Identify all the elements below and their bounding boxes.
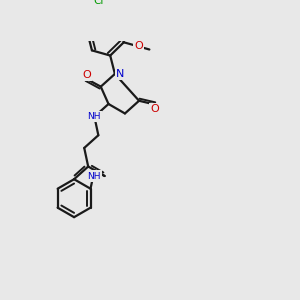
Text: O: O xyxy=(134,41,143,51)
Text: O: O xyxy=(82,70,91,80)
Text: NH: NH xyxy=(87,112,100,121)
Text: O: O xyxy=(150,104,159,114)
Text: NH: NH xyxy=(87,172,100,181)
Text: N: N xyxy=(116,69,124,79)
Text: Cl: Cl xyxy=(93,0,104,6)
